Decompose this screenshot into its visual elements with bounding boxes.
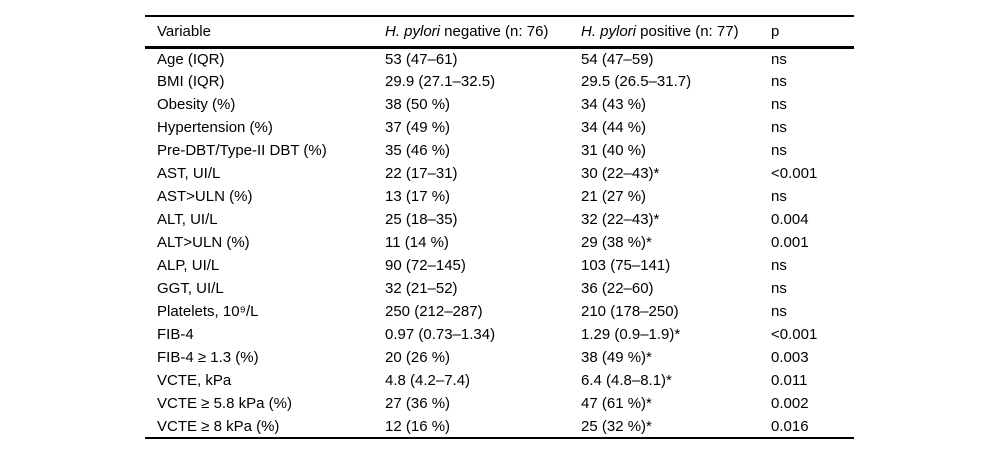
- cell-p-value: 0.003: [771, 349, 809, 366]
- table-row: ALT, UI/L 25 (18–35) 32 (22–43)* 0.004: [145, 208, 854, 231]
- cell-positive-value: 31 (40 %): [581, 142, 647, 159]
- table-body: Age (IQR) 53 (47–61) 54 (47–59) ns BMI (…: [145, 47, 854, 438]
- cell-negative-value: 38 (50 %): [385, 96, 451, 113]
- cell-positive-value: 34 (43 %): [581, 96, 647, 113]
- table-row: GGT, UI/L 32 (21–52) 36 (22–60) ns: [145, 277, 854, 300]
- table-row: VCTE ≥ 5.8 kPa (%) 27 (36 %) 47 (61 %)* …: [145, 392, 854, 415]
- cell-variable: ALT>ULN (%): [157, 234, 250, 251]
- table-row: Platelets, 10⁹/L 250 (212–287) 210 (178–…: [145, 300, 854, 323]
- cell-variable: VCTE ≥ 5.8 kPa (%): [157, 395, 292, 412]
- header-positive: H. pylori positive (n: 77): [569, 16, 759, 49]
- table-row: FIB-4 ≥ 1.3 (%) 20 (26 %) 38 (49 %)* 0.0…: [145, 346, 854, 369]
- cell-positive-value: 1.29 (0.9–1.9)*: [581, 326, 681, 343]
- cell-positive-value: 29 (38 %)*: [581, 234, 652, 251]
- cell-negative-value: 53 (47–61): [385, 50, 458, 68]
- table-row: AST, UI/L 22 (17–31) 30 (22–43)* <0.001: [145, 162, 854, 185]
- cell-p-value: ns: [771, 257, 787, 274]
- cell-variable: AST, UI/L: [157, 165, 221, 182]
- comparison-table-container: Variable H. pylori negative (n: 76) H. p…: [145, 15, 854, 439]
- cell-p-value: ns: [771, 119, 787, 136]
- cell-variable: Pre-DBT/Type-II DBT (%): [157, 142, 327, 159]
- table-row: VCTE ≥ 8 kPa (%) 12 (16 %) 25 (32 %)* 0.…: [145, 415, 854, 438]
- cell-negative-value: 250 (212–287): [385, 303, 483, 320]
- cell-variable: BMI (IQR): [157, 73, 225, 90]
- cell-positive-value: 34 (44 %): [581, 119, 647, 136]
- cell-negative-value: 22 (17–31): [385, 165, 458, 182]
- cell-p-value: ns: [771, 73, 787, 90]
- cell-variable: Obesity (%): [157, 96, 236, 113]
- hpylori-italic: H. pylori: [581, 22, 637, 40]
- cell-negative-value: 35 (46 %): [385, 142, 451, 159]
- comparison-table: Variable H. pylori negative (n: 76) H. p…: [145, 15, 854, 439]
- header-negative: H. pylori negative (n: 76): [373, 16, 569, 49]
- cell-variable: ALT, UI/L: [157, 211, 218, 228]
- cell-positive-value: 54 (47–59): [581, 50, 654, 68]
- cell-p-value: ns: [771, 50, 787, 68]
- table-row: BMI (IQR) 29.9 (27.1–32.5) 29.5 (26.5–31…: [145, 70, 854, 93]
- cell-negative-value: 11 (14 %): [385, 234, 449, 251]
- cell-negative-value: 20 (26 %): [385, 349, 451, 366]
- cell-p-value: 0.002: [771, 395, 809, 412]
- cell-variable: FIB-4: [157, 326, 194, 343]
- cell-positive-value: 47 (61 %)*: [581, 395, 652, 412]
- cell-negative-value: 25 (18–35): [385, 211, 458, 228]
- cell-p-value: 0.001: [771, 234, 809, 251]
- table-row: Age (IQR) 53 (47–61) 54 (47–59) ns: [145, 47, 854, 70]
- cell-positive-value: 30 (22–43)*: [581, 165, 660, 182]
- table-row: FIB-4 0.97 (0.73–1.34) 1.29 (0.9–1.9)* <…: [145, 323, 854, 346]
- cell-p-value: ns: [771, 96, 787, 113]
- cell-variable: Age (IQR): [157, 50, 225, 68]
- cell-negative-value: 13 (17 %): [385, 188, 451, 205]
- cell-p-value: <0.001: [771, 165, 818, 182]
- table-row: VCTE, kPa 4.8 (4.2–7.4) 6.4 (4.8–8.1)* 0…: [145, 369, 854, 392]
- cell-p-value: 0.004: [771, 211, 809, 228]
- cell-positive-value: 36 (22–60): [581, 280, 654, 297]
- cell-variable: VCTE ≥ 8 kPa (%): [157, 417, 280, 435]
- table-row: Hypertension (%) 37 (49 %) 34 (44 %) ns: [145, 116, 854, 139]
- cell-p-value: 0.016: [771, 417, 809, 435]
- cell-positive-value: 210 (178–250): [581, 303, 679, 320]
- cell-variable: AST>ULN (%): [157, 188, 253, 205]
- cell-positive-value: 38 (49 %)*: [581, 349, 652, 366]
- cell-positive-value: 29.5 (26.5–31.7): [581, 73, 692, 90]
- cell-negative-value: 29.9 (27.1–32.5): [385, 73, 496, 90]
- cell-negative-value: 32 (21–52): [385, 280, 458, 297]
- header-variable: Variable: [145, 16, 373, 49]
- cell-p-value: 0.011: [771, 372, 808, 389]
- cell-variable: VCTE, kPa: [157, 372, 232, 389]
- table-row: Pre-DBT/Type-II DBT (%) 35 (46 %) 31 (40…: [145, 139, 854, 162]
- table-row: AST>ULN (%) 13 (17 %) 21 (27 %) ns: [145, 185, 854, 208]
- cell-negative-value: 4.8 (4.2–7.4): [385, 372, 471, 389]
- cell-negative-value: 37 (49 %): [385, 119, 451, 136]
- cell-p-value: ns: [771, 188, 787, 205]
- cell-variable: ALP, UI/L: [157, 257, 220, 274]
- cell-negative-value: 90 (72–145): [385, 257, 466, 274]
- cell-positive-value: 21 (27 %): [581, 188, 647, 205]
- cell-positive-value: 25 (32 %)*: [581, 417, 652, 435]
- hpylori-italic: H. pylori: [385, 22, 441, 40]
- cell-variable: Hypertension (%): [157, 119, 273, 136]
- cell-p-value: ns: [771, 280, 787, 297]
- header-p-value: p: [759, 16, 854, 49]
- cell-variable: FIB-4 ≥ 1.3 (%): [157, 349, 259, 366]
- cell-p-value: ns: [771, 303, 787, 320]
- header-row: Variable H. pylori negative (n: 76) H. p…: [145, 16, 854, 49]
- table-row: ALT>ULN (%) 11 (14 %) 29 (38 %)* 0.001: [145, 231, 854, 254]
- cell-positive-value: 6.4 (4.8–8.1)*: [581, 372, 672, 389]
- cell-negative-value: 0.97 (0.73–1.34): [385, 326, 496, 343]
- cell-p-value: ns: [771, 142, 787, 159]
- table-header: Variable H. pylori negative (n: 76) H. p…: [145, 16, 854, 49]
- cell-variable: Platelets, 10⁹/L: [157, 303, 259, 320]
- cell-positive-value: 103 (75–141): [581, 257, 671, 274]
- cell-positive-value: 32 (22–43)*: [581, 211, 660, 228]
- table-row: ALP, UI/L 90 (72–145) 103 (75–141) ns: [145, 254, 854, 277]
- cell-p-value: <0.001: [771, 326, 818, 343]
- cell-negative-value: 27 (36 %): [385, 395, 451, 412]
- cell-variable: GGT, UI/L: [157, 280, 224, 297]
- cell-negative-value: 12 (16 %): [385, 417, 451, 435]
- table-row: Obesity (%) 38 (50 %) 34 (43 %) ns: [145, 93, 854, 116]
